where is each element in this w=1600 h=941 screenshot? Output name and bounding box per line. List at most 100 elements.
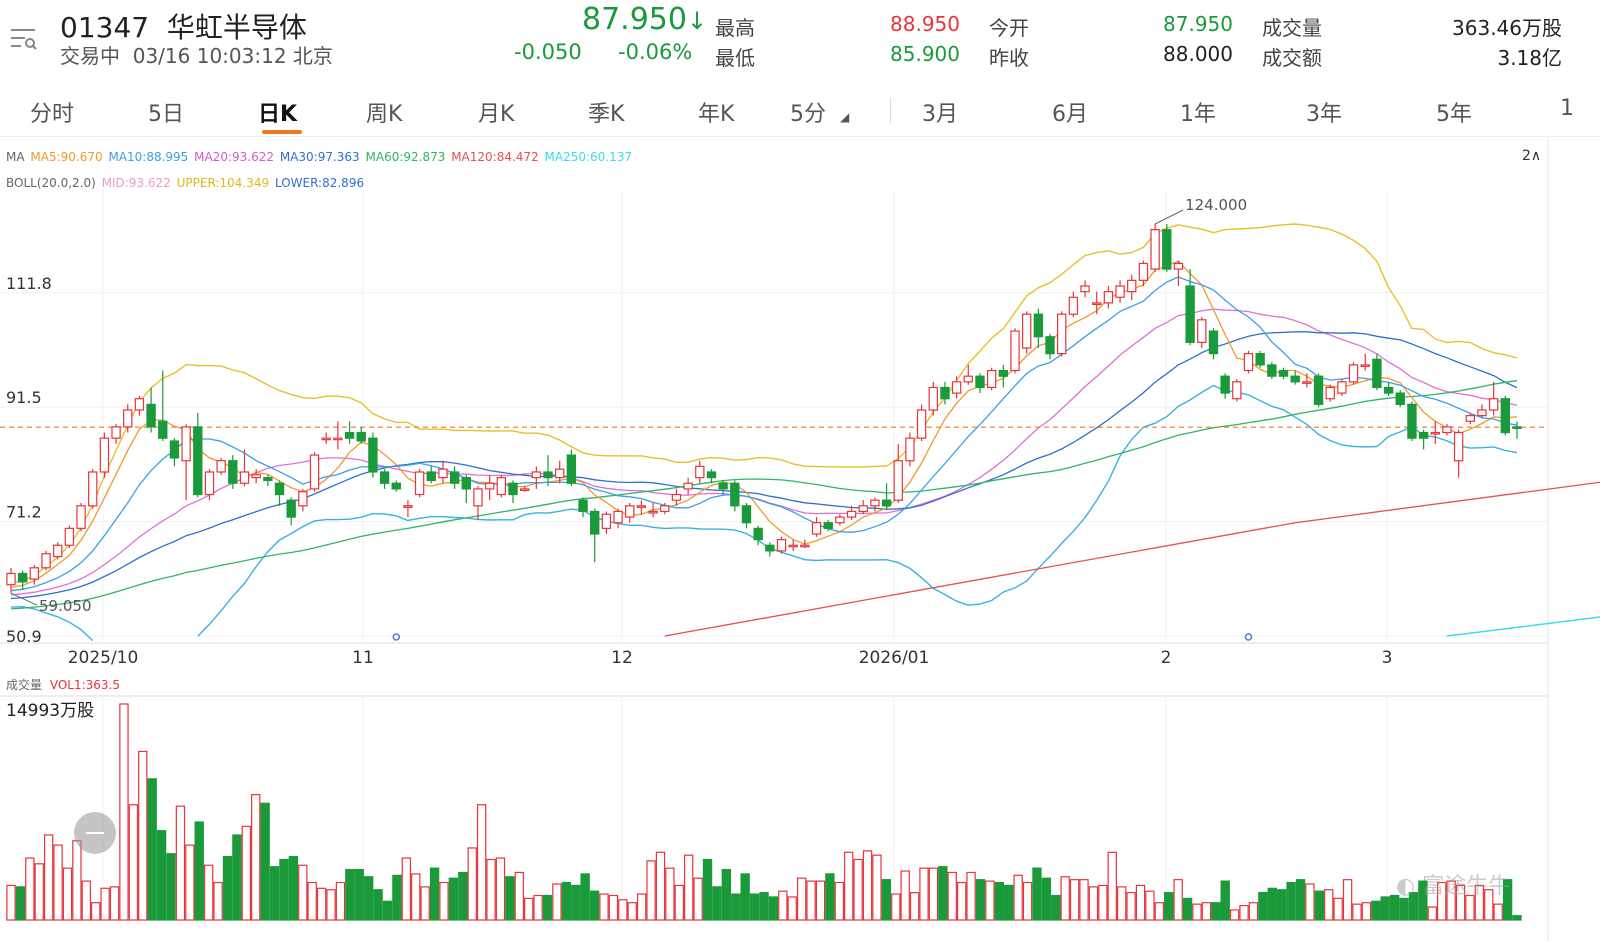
volume-bar [288,856,299,921]
boll-items: MID:93.622 UPPER:104.349 LOWER:82.896 [100,176,364,190]
low-pointer-line [10,592,38,606]
boll-item-2: LOWER:82.896 [271,176,365,190]
stat-value-high: 88.950 [890,12,960,36]
volume-bar [1484,889,1494,921]
candle [1453,431,1464,462]
y-tick-label: 111.8 [6,274,52,293]
tab-monthly-k[interactable]: 月K [478,102,515,127]
tab-5day[interactable]: 5日 [148,102,184,127]
volume-bar [1389,894,1400,921]
stock-title: 01347 华虹半导体 [60,6,307,46]
candle [1267,364,1277,377]
volume-bar [975,879,986,921]
volume-max-label: 14993万股 [6,701,95,721]
candle [309,454,320,490]
candle [239,471,250,484]
event-dot-icon[interactable] [1244,633,1253,641]
tab-intraday[interactable]: 分时 [30,102,75,127]
candle [1465,415,1475,422]
ma120-line [664,481,1600,637]
y-tick-label: 91.5 [6,388,42,407]
stat-value-turnover: 3.18亿 [1497,46,1562,70]
candle [1150,229,1160,270]
volume-bar [665,867,675,921]
boll-upper-line [10,223,1518,584]
tab-3month[interactable]: 3月 [922,102,958,127]
volume-bar [109,886,120,921]
volume-bar [1361,902,1372,921]
volume-bar [251,794,261,921]
menu-list-icon[interactable] [8,24,38,54]
volume-bar [166,853,176,921]
volume-bar [1107,851,1117,921]
candle [1127,279,1137,293]
volume-bar [655,851,666,921]
volume-bar [1314,890,1325,921]
stat-label-high: 最高 [715,16,755,40]
volume-bar [589,890,600,921]
volume-bar [749,893,760,921]
volume-bar [363,876,374,921]
volume-bar [91,902,101,921]
volume-bar [448,877,459,921]
tab-1year[interactable]: 1年 [1180,102,1216,127]
volume-bar [279,858,289,921]
tab-weekly-k[interactable]: 周K [366,102,403,127]
candle [438,468,448,479]
candle [1325,386,1335,400]
candle [1115,285,1125,298]
collapse-toggle[interactable]: 2∧ [1522,148,1541,164]
candle [53,544,63,558]
candle [905,437,915,462]
tab-more[interactable]: 1 [1560,96,1574,121]
volume-bar [1154,902,1165,921]
candle [169,440,180,459]
boll-lower-line [10,384,1518,642]
tab-5year[interactable]: 5年 [1436,102,1472,127]
volume-bar [1098,884,1108,921]
volume-bar [1004,884,1014,921]
candle [414,471,425,496]
volume-bar [768,896,779,921]
candle [64,527,75,546]
volume-bar [1079,879,1089,921]
candle [216,460,226,473]
kline-chart[interactable]: 2025/10 11 12 2026/01 2 3 111.8 91.5 71.2 50.9 124… [0,140,1600,941]
tab-yearly-k[interactable]: 年K [698,102,735,127]
volume-bar [411,873,421,921]
volume-bar [458,871,468,921]
volume-bar [1324,889,1334,921]
tab-daily-k[interactable]: 日K [258,102,298,127]
low-annotation: 59.050 [39,597,92,615]
volume-bar [571,884,581,921]
candle [333,437,343,441]
tab-5min[interactable]: 5分 ◢ [790,96,849,128]
candle [461,477,471,490]
candle [146,403,156,428]
candle [1021,313,1032,349]
event-dot-icon[interactable] [392,633,401,641]
candle [1080,285,1090,293]
candle [683,482,693,490]
volume-bar [1145,890,1155,921]
x-tick-label: 2025/10 [68,648,139,668]
tab-6month[interactable]: 6月 [1052,102,1088,127]
volume-bar [1088,886,1099,921]
candle [753,527,763,541]
high-annotation: 124.000 [1185,196,1247,214]
tab-3year[interactable]: 3年 [1306,102,1342,127]
volume-bar [326,889,336,921]
candle [263,477,273,482]
zoom-out-button[interactable] [74,812,116,854]
price-value: 87.950 [582,2,687,37]
candle [228,460,238,484]
candle [88,471,98,507]
volume-bar [712,886,722,921]
candle [695,465,705,479]
volume-bar [815,880,826,921]
candle [916,409,927,439]
volume-bar [100,887,110,921]
volume-bar [552,883,562,921]
candle [870,499,880,507]
tab-quarterly-k[interactable]: 季K [588,102,625,127]
